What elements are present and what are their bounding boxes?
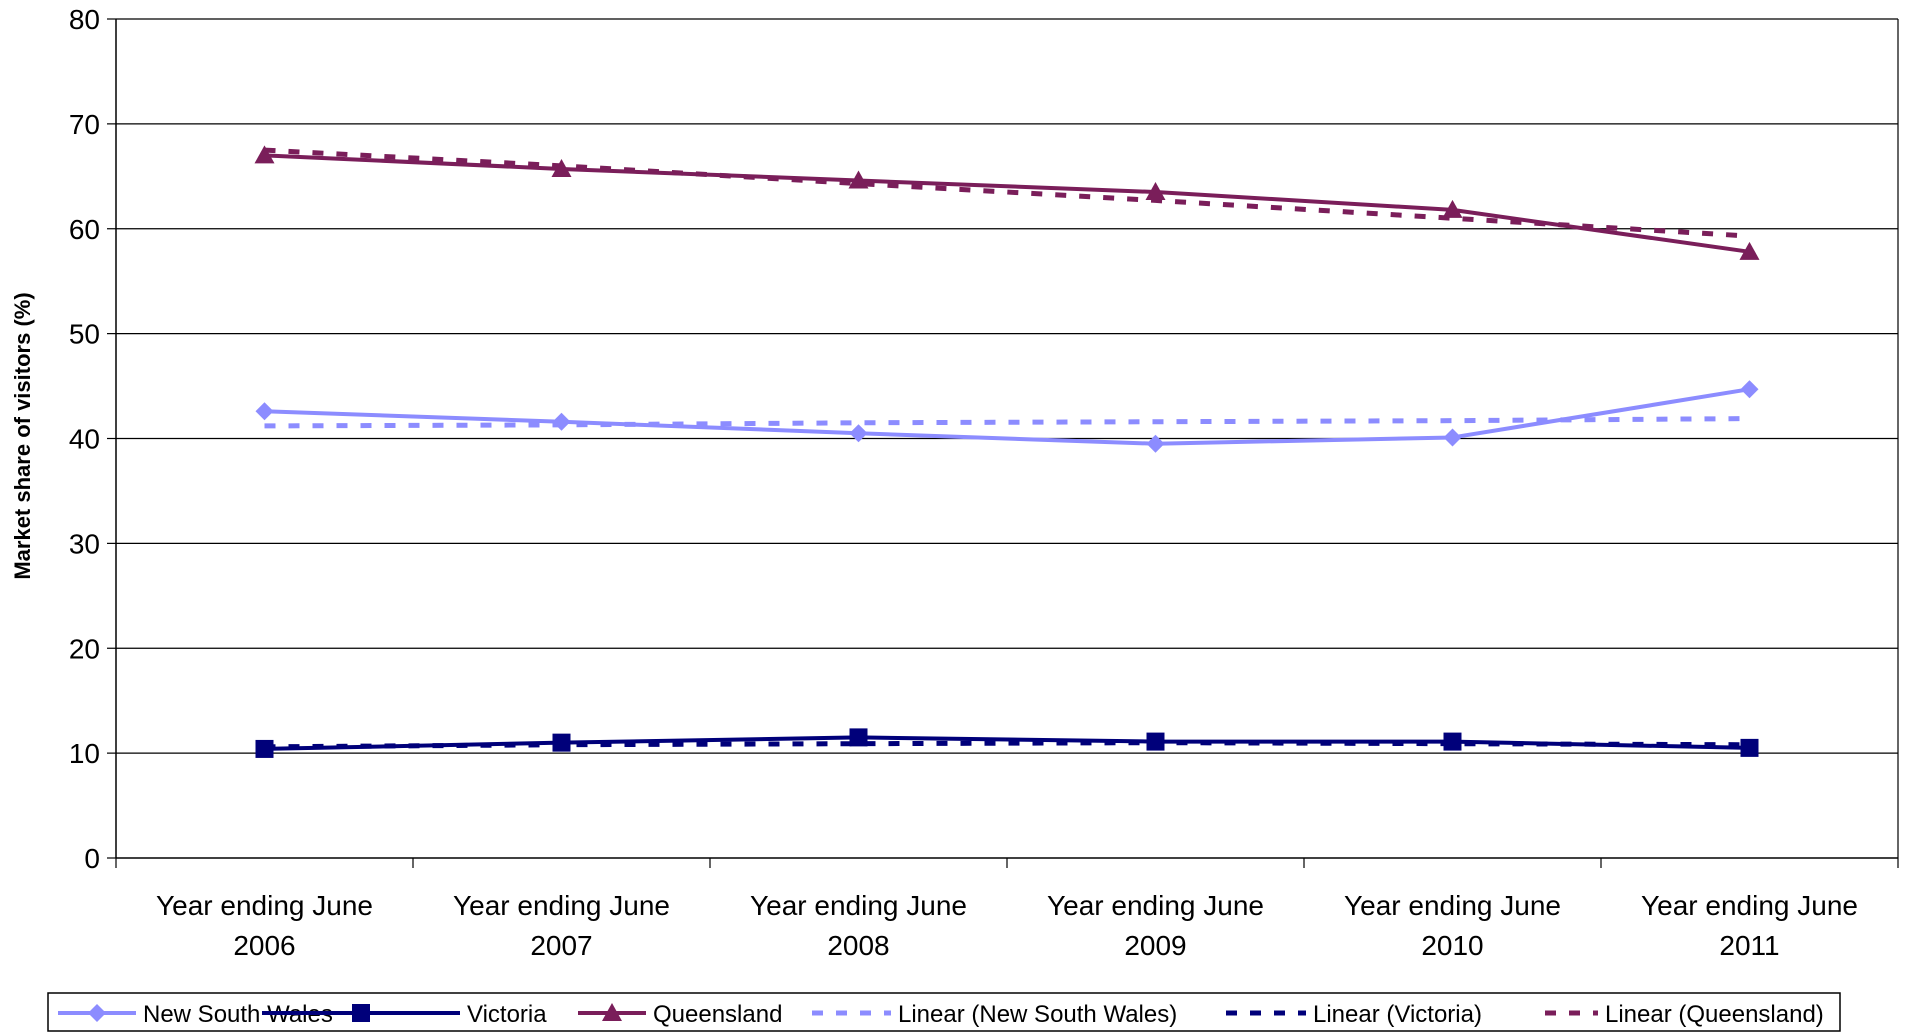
legend-label: Queensland <box>653 1001 782 1028</box>
data-point-queensland <box>848 170 869 189</box>
legend-label: Linear (Victoria) <box>1313 1001 1482 1028</box>
x-tick-label-line: 2010 <box>1421 930 1483 961</box>
data-point-victoria <box>1146 732 1165 751</box>
axes <box>107 18 1899 868</box>
y-tick-label: 30 <box>69 528 100 559</box>
legend-marker <box>352 1004 370 1022</box>
x-tick-label: Year ending June 2006 <box>156 890 373 961</box>
y-tick-label: 50 <box>69 319 100 350</box>
legend-items: New South Wales Victoria Queensland Linear … <box>58 1001 1824 1028</box>
data-point-queensland <box>1739 241 1760 260</box>
data-point-queensland <box>254 145 275 164</box>
y-tick-label: 80 <box>69 4 100 35</box>
series-lines <box>264 147 1750 751</box>
x-tick-label-line: 2009 <box>1124 930 1186 961</box>
legend-marker <box>602 1003 622 1021</box>
legend-item-linear-victoria: Linear (Victoria) <box>1226 1001 1482 1028</box>
data-point-queensland <box>1442 199 1463 218</box>
x-tick-label-line: Year ending June <box>750 890 967 921</box>
data-point-queensland <box>551 158 572 177</box>
x-tick-label: Year ending June 2007 <box>453 890 670 961</box>
x-tick-label-line: 2006 <box>233 930 295 961</box>
x-tick-labels: Year ending June 2006 Year ending June 2007… <box>156 890 1858 961</box>
legend-item-victoria: Victoria <box>262 1001 547 1028</box>
legend-item-new-south-wales: New South Wales <box>58 1001 333 1028</box>
y-tick-labels: 0 10 20 30 40 50 60 70 80 <box>69 4 100 874</box>
data-point-victoria <box>1740 738 1759 757</box>
legend-marker <box>88 1004 106 1022</box>
series-markers <box>254 145 1760 758</box>
legend-item-linear-new-south-wales: Linear (New South Wales) <box>812 1001 1177 1028</box>
legend-item-queensland: Queensland <box>578 1001 782 1028</box>
legend-item-linear-queensland: Linear (Queensland) <box>1545 1001 1824 1028</box>
data-point-new-south-wales <box>1443 428 1462 447</box>
x-tick-label: Year ending June 2011 <box>1641 890 1858 961</box>
x-tick-label-line: Year ending June <box>1641 890 1858 921</box>
x-tick-label-line: 2007 <box>530 930 592 961</box>
y-tick-label: 10 <box>69 738 100 769</box>
data-point-new-south-wales <box>849 424 868 443</box>
data-point-queensland <box>1145 182 1166 201</box>
y-tick-label: 60 <box>69 214 100 245</box>
gridlines <box>116 18 1899 858</box>
data-point-victoria <box>255 739 274 758</box>
series-line-linear-queensland <box>264 147 1750 239</box>
series-line-queensland <box>264 153 1750 254</box>
y-tick-label: 0 <box>84 843 100 874</box>
data-point-new-south-wales <box>1146 434 1165 453</box>
legend-label: Victoria <box>467 1001 547 1028</box>
x-tick-label-line: 2011 <box>1719 930 1779 961</box>
x-tick-label-line: 2008 <box>827 930 889 961</box>
x-tick-label: Year ending June 2008 <box>750 890 967 961</box>
y-tick-label: 20 <box>69 633 100 664</box>
y-tick-label: 40 <box>69 424 100 455</box>
legend: New South Wales Victoria Queensland Linear … <box>47 992 1841 1032</box>
data-point-victoria <box>1443 732 1462 751</box>
y-tick-label: 70 <box>69 109 100 140</box>
legend-label: Linear (Queensland) <box>1605 1001 1824 1028</box>
legend-box <box>47 992 1841 1032</box>
data-point-new-south-wales <box>1740 380 1759 399</box>
y-axis-title: Market share of visitors (%) <box>10 292 35 579</box>
x-tick-label: Year ending June 2010 <box>1344 890 1561 961</box>
series-line-new-south-wales <box>264 387 1750 446</box>
series-line-linear-new-south-wales <box>264 416 1750 429</box>
x-tick-label-line: Year ending June <box>1344 890 1561 921</box>
series-line-victoria <box>264 735 1750 751</box>
legend-label: Linear (New South Wales) <box>898 1001 1177 1028</box>
data-point-new-south-wales <box>255 402 274 421</box>
x-tick-label-line: Year ending June <box>1047 890 1264 921</box>
data-point-victoria <box>552 733 571 752</box>
data-point-victoria <box>849 728 868 747</box>
x-tick-label-line: Year ending June <box>156 890 373 921</box>
data-point-new-south-wales <box>552 412 571 431</box>
x-tick-label: Year ending June 2009 <box>1047 890 1264 961</box>
x-tick-label-line: Year ending June <box>453 890 670 921</box>
